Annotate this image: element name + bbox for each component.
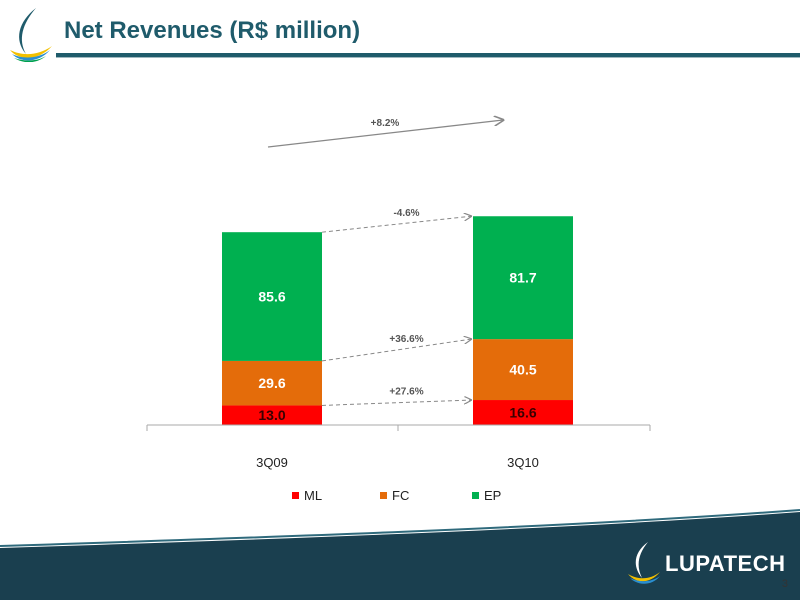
growth-arrow-total — [267, 120, 503, 148]
x-tick-label-3q10: 3Q10 — [507, 455, 539, 470]
bar-ml-3q10 — [473, 400, 573, 425]
legend-swatch-fc — [380, 492, 387, 499]
bar-ep-3q09 — [222, 232, 322, 361]
legend-label-fc: FC — [392, 488, 409, 503]
x-tick-label-3q09: 3Q09 — [256, 455, 288, 470]
bar-fc-3q09 — [222, 360, 322, 406]
title-divider — [56, 53, 800, 57]
data-label-fc-3q10: 40.5 — [509, 362, 536, 378]
growth-arrow-ml — [321, 400, 471, 406]
data-label-fc-3q09: 29.6 — [258, 375, 285, 391]
data-label-ep-3q10: 81.7 — [509, 270, 536, 286]
growth-arrow-ep — [321, 216, 471, 233]
legend-label-ml: ML — [304, 488, 322, 503]
page-number: 3 — [781, 578, 788, 590]
growth-label-total: +8.2% — [371, 118, 400, 129]
data-label-ml-3q09: 13.0 — [258, 407, 285, 423]
footer-band — [0, 509, 800, 600]
brand-name: LUPATECH — [665, 551, 786, 576]
growth-label-ep: -4.6% — [393, 208, 419, 219]
title-divider-thin — [56, 57, 800, 58]
legend-swatch-ep — [472, 492, 479, 499]
data-label-ml-3q10: 16.6 — [509, 405, 536, 421]
growth-label-fc: +36.6% — [389, 334, 423, 345]
bar-ml-3q09 — [222, 405, 322, 425]
page-title: Net Revenues (R$ million) — [64, 17, 361, 44]
legend-label-ep: EP — [484, 488, 501, 503]
growth-label-ml: +27.6% — [389, 387, 423, 398]
data-label-ep-3q09: 85.6 — [258, 289, 285, 305]
bar-ep-3q10 — [473, 216, 573, 340]
lupatech-logo-icon — [10, 8, 52, 62]
footer-logo-icon — [628, 542, 660, 584]
bar-fc-3q10 — [473, 339, 573, 401]
legend-swatch-ml — [292, 492, 299, 499]
